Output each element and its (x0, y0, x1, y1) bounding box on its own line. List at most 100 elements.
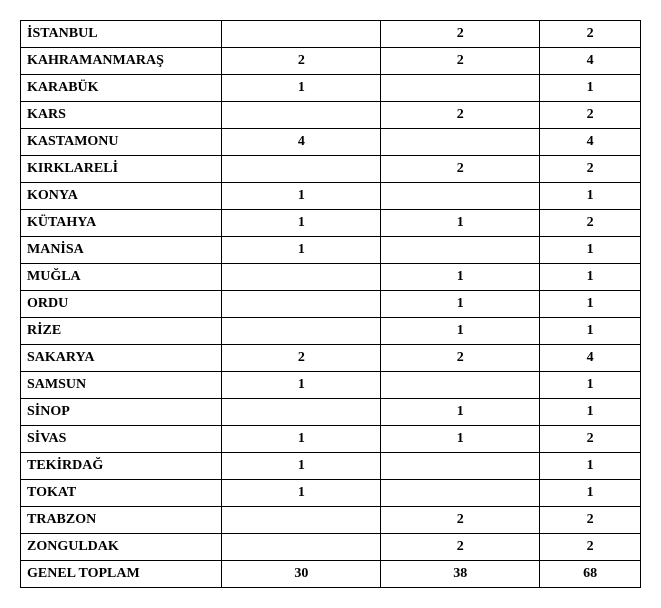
row-value: 2 (540, 534, 641, 561)
row-value: 1 (381, 318, 540, 345)
row-value: 1 (540, 480, 641, 507)
table-row: ZONGULDAK 22 (21, 534, 641, 561)
table-row: TOKAT11 (21, 480, 641, 507)
row-value: 1 (540, 264, 641, 291)
row-value: 1 (222, 183, 381, 210)
row-value: 2 (381, 345, 540, 372)
row-label: SİVAS (21, 426, 222, 453)
row-value (381, 480, 540, 507)
row-value: 4 (222, 129, 381, 156)
row-value: 1 (222, 372, 381, 399)
table-row: GENEL TOPLAM303868 (21, 561, 641, 588)
row-value (381, 183, 540, 210)
row-value: 1 (381, 264, 540, 291)
row-value: 2 (381, 507, 540, 534)
table-row: KIRKLARELİ 22 (21, 156, 641, 183)
row-value: 1 (222, 237, 381, 264)
row-label: KARABÜK (21, 75, 222, 102)
table-row: SAMSUN11 (21, 372, 641, 399)
row-value (381, 237, 540, 264)
table-row: SİVAS112 (21, 426, 641, 453)
table-row: İSTANBUL 22 (21, 21, 641, 48)
row-value (222, 399, 381, 426)
row-value: 1 (381, 210, 540, 237)
data-table: İSTANBUL22KAHRAMANMARAŞ224KARABÜK11KARS2… (20, 20, 641, 588)
row-value: 2 (381, 534, 540, 561)
row-label: KARS (21, 102, 222, 129)
row-label: SAKARYA (21, 345, 222, 372)
row-label: İSTANBUL (21, 21, 222, 48)
row-value (381, 372, 540, 399)
row-value: 2 (540, 426, 641, 453)
row-value: 2 (222, 48, 381, 75)
row-value: 1 (540, 453, 641, 480)
row-value (222, 102, 381, 129)
table-row: TRABZON22 (21, 507, 641, 534)
row-label: TOKAT (21, 480, 222, 507)
row-label: MANİSA (21, 237, 222, 264)
row-value: 68 (540, 561, 641, 588)
row-value (222, 264, 381, 291)
table-row: KASTAMONU44 (21, 129, 641, 156)
row-value: 1 (222, 210, 381, 237)
row-value: 1 (540, 75, 641, 102)
row-value: 4 (540, 48, 641, 75)
row-label: MUĞLA (21, 264, 222, 291)
row-value: 1 (381, 291, 540, 318)
row-label: GENEL TOPLAM (21, 561, 222, 588)
row-value: 2 (381, 21, 540, 48)
row-label: SAMSUN (21, 372, 222, 399)
row-value: 1 (222, 453, 381, 480)
row-label: KASTAMONU (21, 129, 222, 156)
table-row: KÜTAHYA112 (21, 210, 641, 237)
row-value: 2 (540, 156, 641, 183)
row-value (222, 534, 381, 561)
row-value (222, 291, 381, 318)
row-value: 2 (381, 156, 540, 183)
row-label: ZONGULDAK (21, 534, 222, 561)
row-value: 2 (540, 21, 641, 48)
row-value: 2 (540, 210, 641, 237)
table-row: SİNOP11 (21, 399, 641, 426)
row-value: 1 (540, 372, 641, 399)
row-value: 2 (540, 102, 641, 129)
row-label: ORDU (21, 291, 222, 318)
table-row: MUĞLA 11 (21, 264, 641, 291)
row-value: 30 (222, 561, 381, 588)
row-value: 2 (540, 507, 641, 534)
row-value: 1 (540, 318, 641, 345)
row-value (222, 318, 381, 345)
row-value: 2 (381, 48, 540, 75)
row-label: KAHRAMANMARAŞ (21, 48, 222, 75)
row-value: 1 (222, 480, 381, 507)
row-label: TEKİRDAĞ (21, 453, 222, 480)
table-row: KONYA11 (21, 183, 641, 210)
row-value (222, 156, 381, 183)
row-value: 2 (381, 102, 540, 129)
row-label: KONYA (21, 183, 222, 210)
row-label: SİNOP (21, 399, 222, 426)
row-value: 4 (540, 345, 641, 372)
row-value: 1 (381, 426, 540, 453)
table-row: MANİSA11 (21, 237, 641, 264)
row-value: 1 (540, 237, 641, 264)
table-body: İSTANBUL22KAHRAMANMARAŞ224KARABÜK11KARS2… (21, 21, 641, 588)
row-value: 2 (222, 345, 381, 372)
row-value (222, 21, 381, 48)
table-row: RİZE 11 (21, 318, 641, 345)
row-value (222, 507, 381, 534)
row-label: KIRKLARELİ (21, 156, 222, 183)
table-row: KARS 22 (21, 102, 641, 129)
table-row: KAHRAMANMARAŞ224 (21, 48, 641, 75)
row-label: RİZE (21, 318, 222, 345)
row-value: 1 (540, 291, 641, 318)
table-row: ORDU 11 (21, 291, 641, 318)
table-row: SAKARYA224 (21, 345, 641, 372)
row-value: 1 (222, 75, 381, 102)
row-value (381, 75, 540, 102)
table-row: KARABÜK11 (21, 75, 641, 102)
row-value: 1 (540, 183, 641, 210)
row-value (381, 453, 540, 480)
row-label: KÜTAHYA (21, 210, 222, 237)
table-row: TEKİRDAĞ11 (21, 453, 641, 480)
